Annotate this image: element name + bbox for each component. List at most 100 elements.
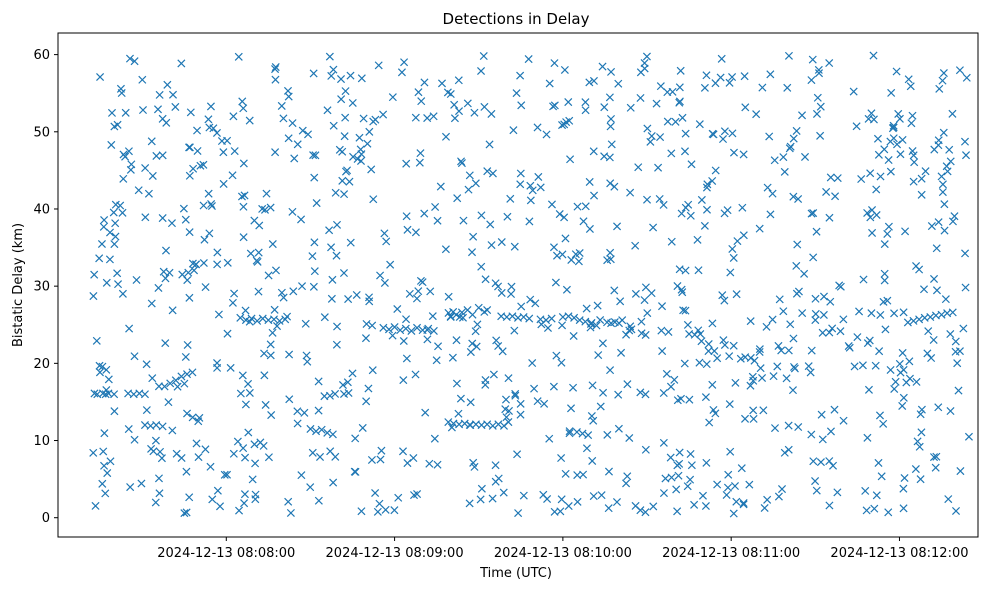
detection-point	[886, 167, 895, 176]
detection-point	[694, 266, 703, 275]
detection-point	[412, 323, 422, 332]
detection-point	[260, 205, 270, 214]
detection-point	[786, 320, 795, 329]
detection-point	[100, 461, 109, 470]
detection-point	[694, 326, 703, 335]
detection-point	[668, 87, 677, 96]
detection-point	[737, 464, 746, 473]
detection-point	[375, 499, 384, 508]
detection-point	[268, 240, 277, 249]
detection-point	[702, 458, 711, 467]
detection-point	[625, 433, 634, 443]
detection-point	[483, 420, 492, 429]
detection-point	[585, 177, 594, 186]
detection-point	[417, 97, 426, 106]
detection-point	[561, 469, 570, 478]
detection-point	[768, 189, 777, 198]
detection-point	[594, 351, 603, 360]
detection-point	[566, 404, 576, 413]
detection-point	[948, 217, 957, 226]
detection-point	[798, 309, 807, 318]
detection-point	[233, 437, 242, 446]
detection-point	[141, 164, 150, 173]
detection-point	[807, 209, 816, 218]
detection-point	[605, 93, 614, 102]
detection-point	[901, 227, 910, 236]
detection-point	[807, 430, 816, 439]
detection-point	[207, 201, 216, 211]
detection-point	[794, 194, 803, 204]
detection-point	[741, 414, 750, 423]
detection-point	[173, 382, 182, 391]
detection-point	[306, 424, 315, 433]
detection-point	[826, 427, 835, 436]
detection-point	[729, 509, 738, 518]
detection-point	[185, 293, 194, 302]
detection-point	[405, 289, 414, 298]
detection-point	[107, 140, 116, 149]
detection-point	[816, 131, 825, 140]
detection-point	[606, 366, 615, 375]
detection-point	[428, 312, 437, 321]
detection-point	[437, 79, 447, 88]
detection-point	[562, 285, 571, 294]
detection-point	[604, 467, 613, 476]
detection-point	[961, 151, 971, 160]
detection-point	[898, 348, 907, 357]
detection-point	[565, 429, 574, 438]
detection-point	[511, 389, 520, 398]
detection-point	[443, 88, 452, 97]
detection-point	[868, 206, 877, 215]
detection-point	[423, 335, 432, 344]
detection-point	[962, 73, 971, 82]
detection-point	[774, 492, 783, 501]
detection-point	[867, 109, 876, 118]
detection-point	[891, 377, 900, 386]
detection-point	[228, 171, 237, 180]
detection-point	[605, 153, 614, 162]
detection-point	[264, 271, 273, 280]
detection-point	[732, 290, 741, 299]
detection-point	[564, 502, 573, 511]
detection-point	[380, 229, 389, 238]
detection-point	[961, 249, 970, 258]
detection-point	[703, 180, 712, 189]
detection-point	[558, 321, 567, 330]
detection-point	[250, 216, 259, 225]
detection-point	[932, 452, 941, 461]
detection-point	[833, 174, 842, 183]
detection-point	[125, 54, 135, 63]
detection-point	[770, 424, 780, 433]
detection-point	[769, 372, 778, 381]
detection-point	[184, 268, 193, 277]
detection-point	[237, 192, 246, 201]
x-tick-label: 2024-12-13 08:09:00	[326, 546, 464, 561]
detection-point	[271, 63, 280, 72]
detection-point	[181, 352, 190, 362]
detection-point	[603, 430, 612, 439]
detection-point	[186, 108, 195, 117]
detection-point	[849, 87, 858, 96]
detection-point	[673, 282, 682, 291]
detection-point	[728, 72, 737, 82]
detection-point	[659, 200, 668, 209]
detection-point	[567, 255, 576, 264]
detection-point	[913, 437, 922, 446]
detection-point	[939, 128, 948, 137]
detection-point	[732, 497, 741, 506]
detection-point	[277, 101, 286, 110]
detection-point	[111, 219, 120, 228]
detection-point	[96, 72, 105, 82]
detection-point	[452, 379, 461, 388]
detection-point	[526, 295, 535, 304]
detection-point	[156, 447, 165, 456]
detection-point	[592, 321, 601, 330]
detection-point	[454, 409, 463, 418]
detection-point	[353, 154, 362, 163]
detection-point	[167, 219, 176, 228]
detection-point	[863, 433, 872, 442]
detection-point	[908, 111, 917, 120]
detection-point	[711, 409, 720, 418]
detection-point	[766, 70, 775, 79]
detection-point	[929, 453, 939, 462]
